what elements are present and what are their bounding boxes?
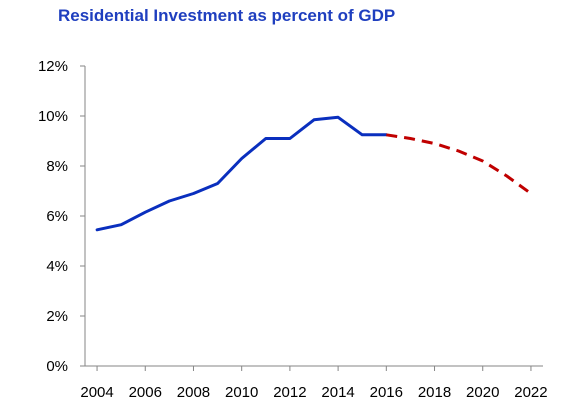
projected-series-line: [386, 133, 532, 195]
x-tick-label: 2004: [80, 384, 113, 401]
y-tick-label: 2%: [46, 308, 68, 325]
chart-title: Residential Investment as percent of GDP: [58, 6, 396, 25]
y-tick-label: 4%: [46, 258, 68, 275]
y-tick-label: 10%: [38, 108, 68, 125]
x-tick-label: 2006: [129, 384, 162, 401]
x-tick-label: 2020: [466, 384, 499, 401]
x-tick-label: 2018: [418, 384, 451, 401]
historical-series-line: [95, 115, 388, 232]
series-layer: [95, 115, 532, 232]
x-tick-label: 2022: [514, 384, 547, 401]
y-tick-label: 0%: [46, 358, 68, 375]
x-tick-label: 2008: [177, 384, 210, 401]
x-tick-label: 2010: [225, 384, 258, 401]
axes: 0% 2% 4% 6% 8% 10% 12% 2004 2006 2008 2010 2012 2014…: [38, 58, 548, 401]
x-tick-label: 2012: [273, 384, 306, 401]
x-tick-label: 2016: [370, 384, 403, 401]
y-tick-label: 8%: [46, 158, 68, 175]
y-tick-label: 12%: [38, 58, 68, 75]
x-tick-label: 2014: [321, 384, 354, 401]
y-tick-label: 6%: [46, 208, 68, 225]
